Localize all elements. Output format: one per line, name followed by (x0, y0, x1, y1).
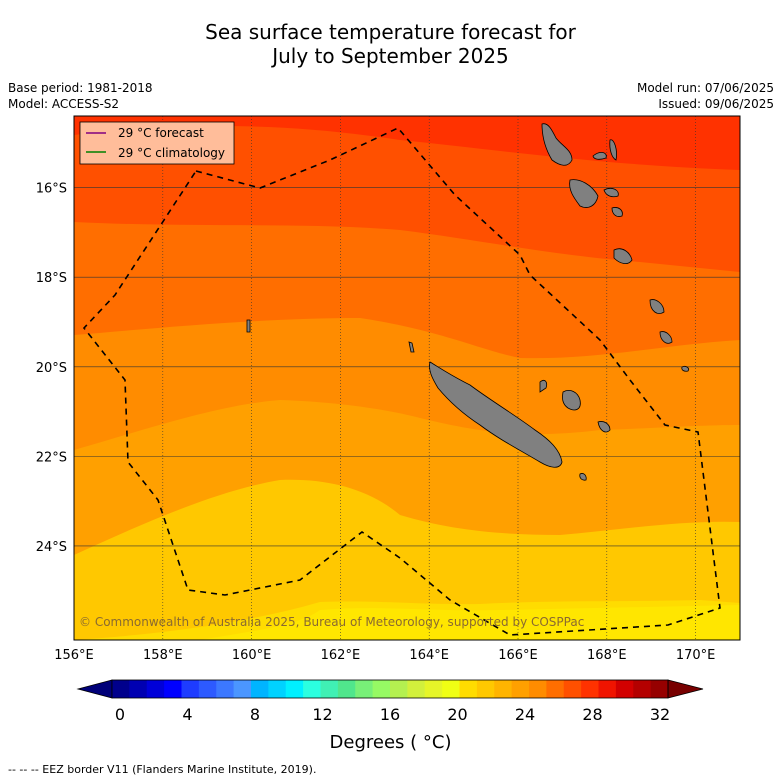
aneityum-island (681, 365, 689, 372)
maewo-island (592, 152, 607, 160)
colorbar-swatch (337, 680, 356, 698)
colorbar-swatch (285, 680, 304, 698)
lat-tick-label: 24°S (36, 540, 67, 555)
colorbar-swatch (650, 680, 669, 698)
colorbar-tick-label: 24 (515, 705, 535, 724)
model-text: Model: ACCESS-S2 (8, 97, 120, 111)
efate-island (613, 248, 633, 264)
lon-tick-label: 168°E (587, 648, 627, 663)
chart-title-line-2: July to September 2025 (272, 44, 509, 68)
colorbar-swatch (164, 680, 182, 698)
colorbar-swatch (633, 680, 652, 698)
colorbar-swatch (198, 680, 217, 698)
model-run-text: Model run: 07/06/2025 (636, 81, 774, 95)
lon-tick-label: 164°E (409, 648, 449, 663)
copyright-text: © Commonwealth of Australia 2025, Bureau… (79, 615, 584, 629)
malekula-island (569, 179, 599, 208)
legend-box (79, 121, 235, 165)
ambrym-island (603, 188, 619, 198)
colorbar-swatch (112, 680, 130, 698)
chesterfield-islands (246, 319, 251, 333)
land-masses (246, 123, 689, 481)
colorbar-swatch (476, 680, 495, 698)
colorbar-swatch (546, 680, 565, 698)
colorbar-swatch (459, 680, 478, 698)
band-20-21 (200, 605, 740, 640)
map-legend: 29 °C forecast 29 °C climatology (79, 121, 235, 165)
colorbar-tick-label: 32 (650, 705, 670, 724)
colorbar-swatch (442, 680, 460, 698)
lon-tick-label: 162°E (321, 648, 361, 663)
colorbar-tick-label: 16 (380, 705, 400, 724)
colorbar-swatch (146, 680, 165, 698)
tanna-island (659, 331, 673, 344)
lon-tick-label: 166°E (498, 648, 538, 663)
colorbar-swatch (320, 680, 339, 698)
lat-tick-label: 20°S (36, 361, 67, 376)
colorbar-swatch (563, 680, 582, 698)
colorbar-tick-label: 28 (582, 705, 602, 724)
colorbar-swatch (181, 680, 200, 698)
base-period-text: Base period: 1981-2018 (8, 81, 153, 95)
colorbar-swatch (129, 680, 148, 698)
graticule (74, 116, 740, 640)
colorbar-swatch (494, 680, 513, 698)
longitude-tick-labels: 156°E 158°E 160°E 162°E 164°E 166°E 168°E 170°E (54, 648, 715, 663)
colorbar-swatch (407, 680, 426, 698)
colorbar-swatch (303, 680, 321, 698)
colorbar-swatch (511, 680, 530, 698)
colorbar-swatch (268, 680, 287, 698)
belep-islands (408, 341, 415, 353)
colorbar-swatch (615, 680, 634, 698)
colorbar-swatch (529, 680, 547, 698)
lifou-island (562, 390, 581, 411)
colorbar-tick-label: 8 (250, 705, 260, 724)
espiritu-santo-island (541, 123, 573, 166)
colorbar-swatch (233, 680, 252, 698)
isle-of-pines (579, 473, 587, 481)
lon-tick-label: 158°E (143, 648, 183, 663)
colorbar-swatch (424, 680, 443, 698)
colorbar-swatch (390, 680, 408, 698)
colorbar-frame (111, 679, 669, 699)
sst-contour-bands: © Commonwealth of Australia 2025, Bureau… (74, 116, 740, 640)
map-frame (73, 115, 741, 641)
new-caledonia-main-island (429, 361, 563, 468)
band-22-24 (74, 479, 740, 640)
latitude-tick-labels: 16°S 18°S 20°S 22°S 24°S (36, 182, 67, 555)
erromango-island (649, 299, 665, 314)
colorbar-swatch (581, 680, 599, 698)
eez-border (82, 127, 721, 636)
colorbar-swatch (216, 680, 235, 698)
lat-tick-label: 16°S (36, 182, 67, 197)
lat-tick-label: 22°S (36, 450, 67, 465)
epi-island (611, 207, 623, 217)
lon-tick-label: 170°E (676, 648, 716, 663)
issued-text: Issued: 09/06/2025 (658, 97, 774, 111)
lon-tick-label: 160°E (232, 648, 272, 663)
colorbar-tick-label: 4 (182, 705, 192, 724)
colorbar-tick-label: 20 (447, 705, 467, 724)
colorbar-swatch (355, 680, 374, 698)
mare-island (597, 421, 611, 433)
chart-title-line-1: Sea surface temperature forecast for (205, 20, 576, 44)
ouvea-island (539, 380, 548, 393)
colorbar-swatch (372, 680, 391, 698)
colorbar-units-label: Degrees ( °C) (329, 732, 452, 753)
colorbar-tick-label: 0 (115, 705, 125, 724)
pentecost-island (609, 139, 617, 161)
colorbar-low-extend (76, 679, 113, 699)
legend-forecast-label: 29 °C forecast (118, 126, 204, 140)
colorbar: 0 4 8 12 16 20 24 28 32 (76, 679, 704, 724)
colorbar-high-extend (667, 679, 704, 699)
eez-footnote: -- -- -- EEZ border V11 (Flanders Marine… (8, 763, 317, 776)
colorbar-tick-label: 12 (312, 705, 332, 724)
lon-tick-label: 156°E (54, 648, 94, 663)
lat-tick-label: 18°S (36, 271, 67, 286)
colorbar-swatch (598, 680, 617, 698)
colorbar-swatch (251, 680, 269, 698)
legend-climatology-label: 29 °C climatology (118, 146, 225, 160)
